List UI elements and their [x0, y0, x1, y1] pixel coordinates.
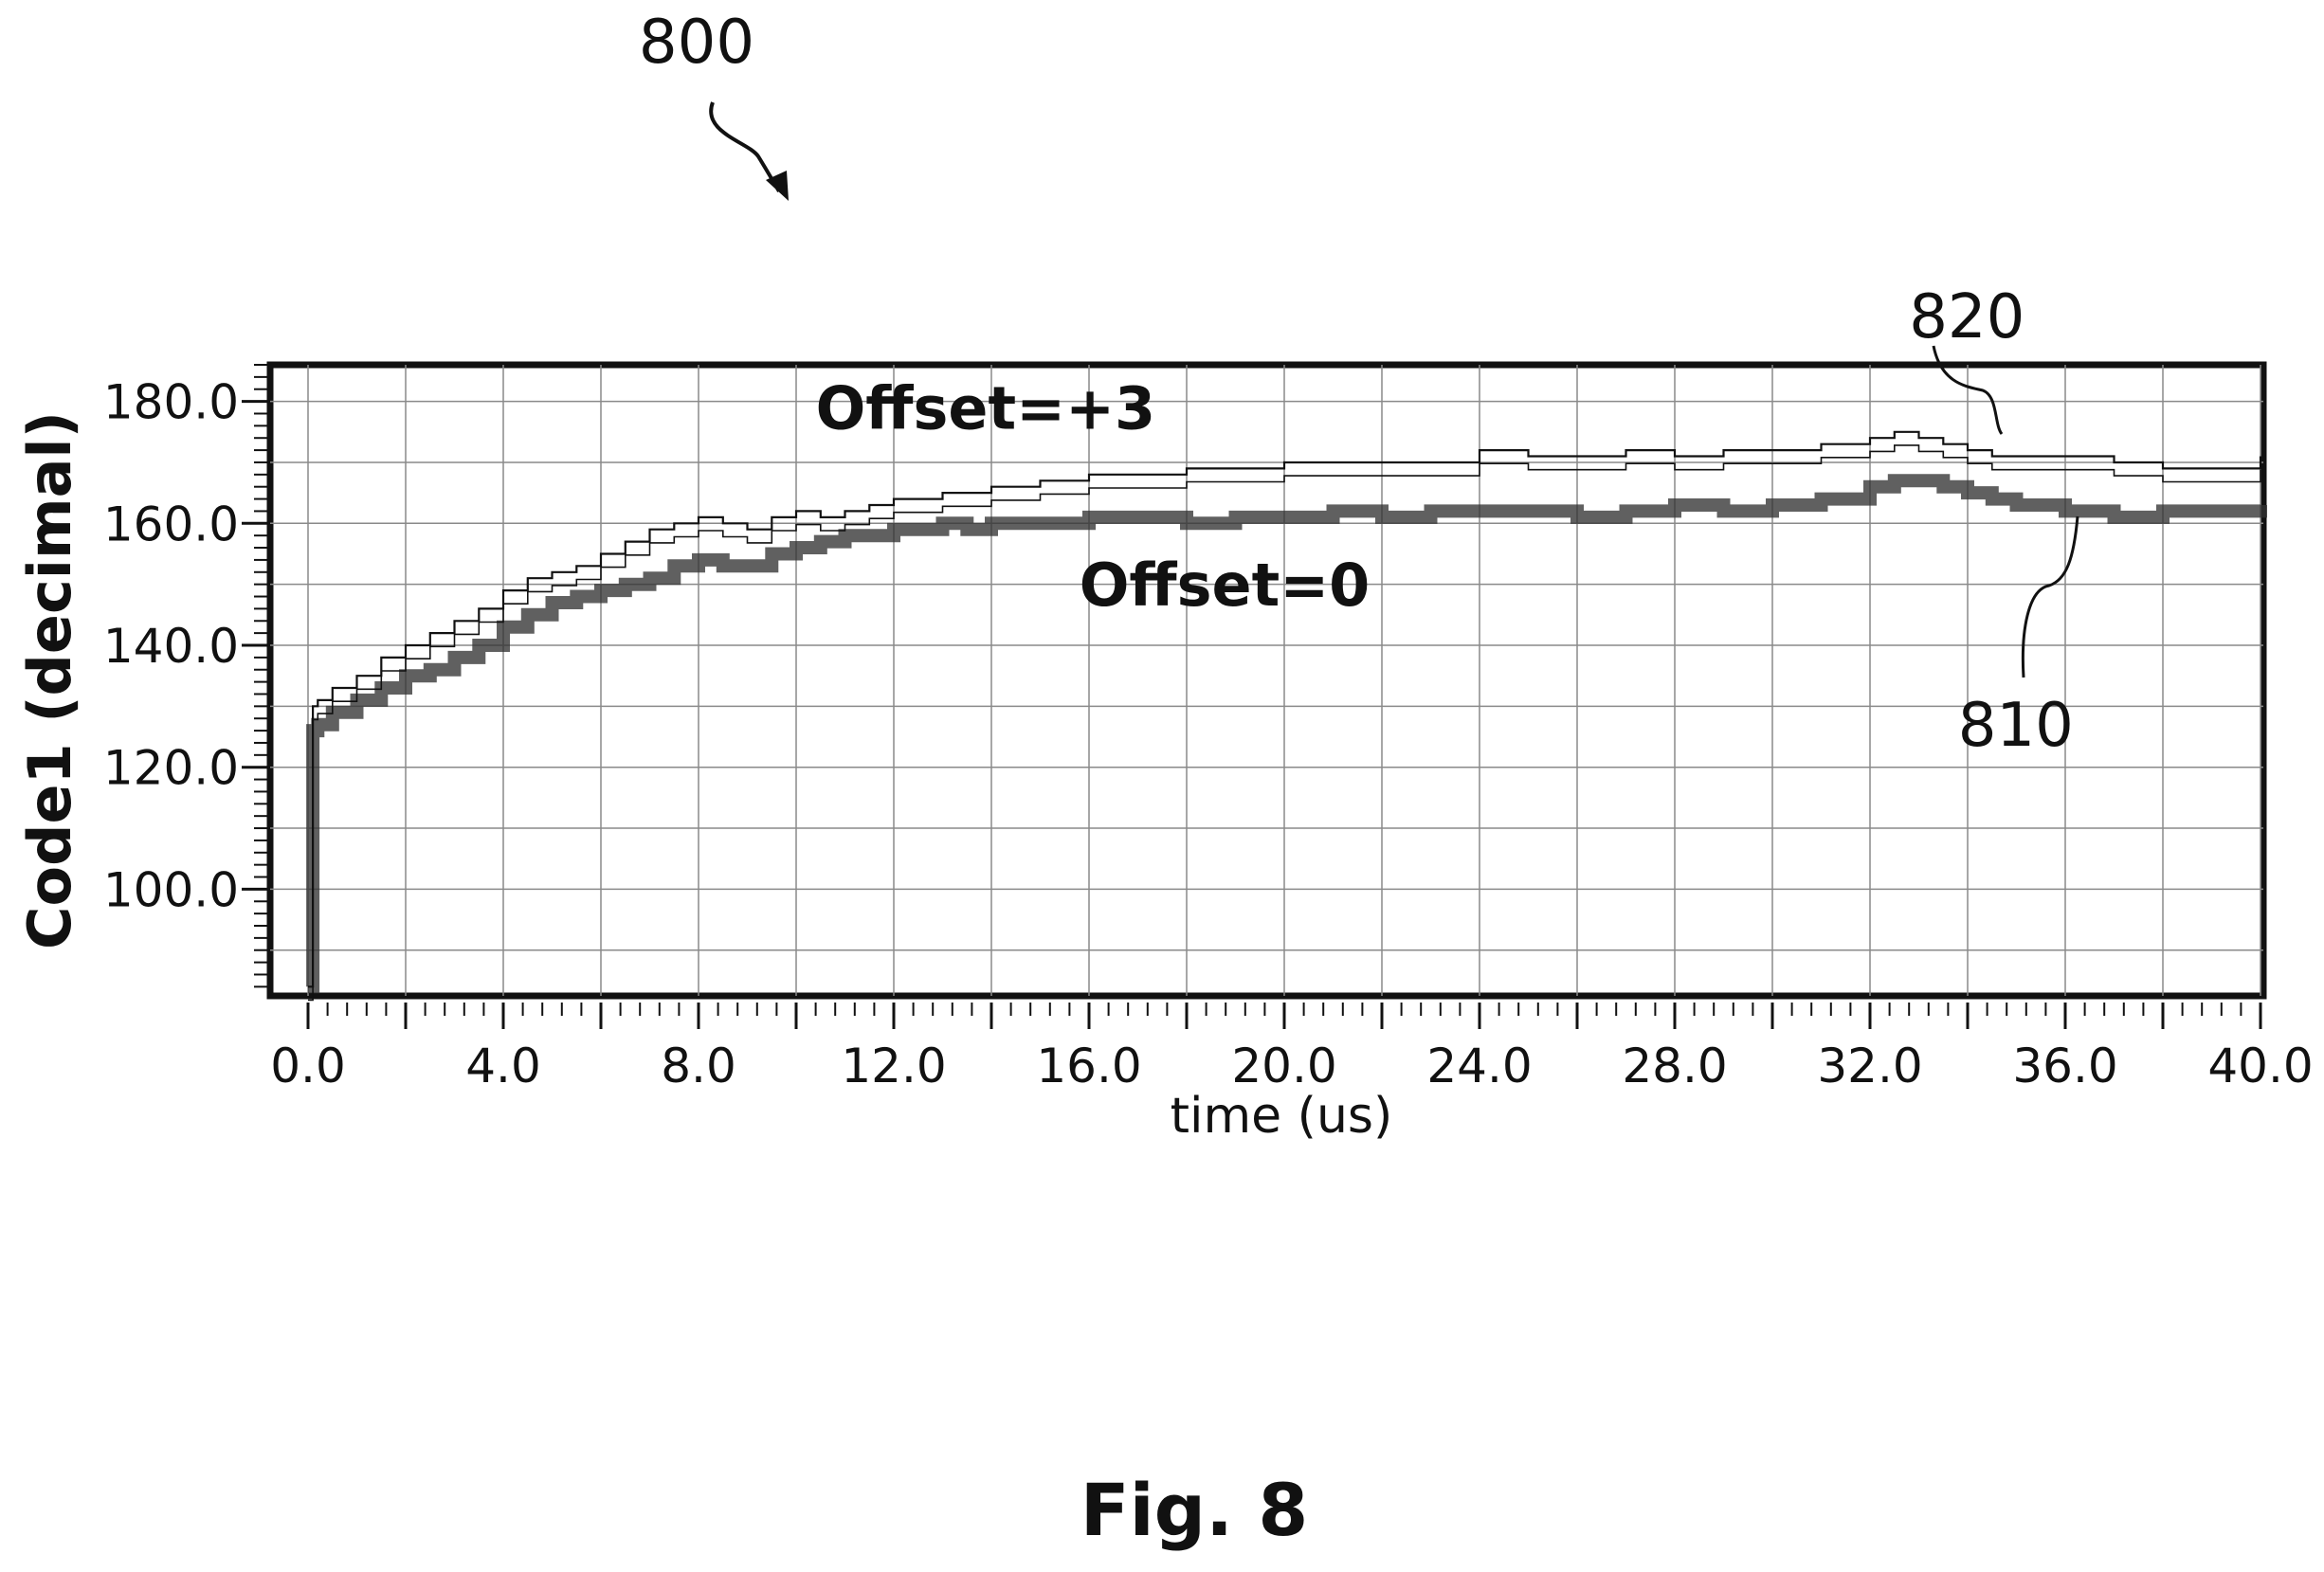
x-tick-label: 24.0 [1426, 1039, 1532, 1093]
annotation-820: 820 [1909, 282, 2024, 352]
series-line-offset-plus-3-lower-edge [308, 444, 2261, 1002]
y-axis-label: Code1 (decimal) [15, 411, 84, 949]
reference-arrow-head [766, 171, 789, 201]
annotation-offset-3: Offset=+3 [816, 374, 1156, 443]
minor-ticks [242, 364, 2262, 1029]
y-tick-label: 160.0 [103, 497, 239, 551]
figure-reference-number: 800 [639, 8, 754, 78]
y-tick-label: 100.0 [103, 862, 239, 917]
grid-layer [270, 365, 2263, 996]
x-tick-label: 16.0 [1036, 1039, 1141, 1093]
x-tick-label: 36.0 [2012, 1039, 2117, 1093]
series-layer [306, 430, 2267, 1002]
x-tick-label: 20.0 [1231, 1039, 1336, 1093]
x-tick-label: 8.0 [661, 1039, 736, 1093]
y-tick-labels: 100.0 120.0 140.0 160.0 180.0 [103, 375, 239, 918]
x-tick-label: 28.0 [1622, 1039, 1727, 1093]
x-tick-label: 4.0 [465, 1039, 541, 1093]
leader-line-810 [2021, 515, 2079, 678]
reference-arrow [709, 101, 781, 193]
x-tick-label: 40.0 [2207, 1039, 2313, 1093]
annotation-layer: Offset=+3 Offset=0 820 810 [816, 282, 2074, 761]
y-tick-label: 180.0 [103, 375, 239, 430]
annotation-810: 810 [1958, 691, 2074, 761]
plot-frame [266, 361, 2267, 1000]
figure-caption: Fig. 8 [1080, 1468, 1309, 1552]
x-tick-label: 12.0 [841, 1039, 946, 1093]
leader-line-820 [1932, 345, 2004, 435]
x-tick-label: 0.0 [270, 1039, 346, 1093]
x-tick-label: 32.0 [1817, 1039, 1922, 1093]
series-line-offset-0 [306, 474, 2267, 994]
y-tick-label: 140.0 [103, 619, 239, 674]
series-line-offset-plus-3 [308, 430, 2262, 988]
annotation-offset-0: Offset=0 [1080, 551, 1371, 620]
x-tick-labels: 0.0 4.0 8.0 12.0 16.0 20.0 24.0 28.0 32.0 36.0 40.… [270, 1039, 2313, 1093]
x-axis-label: time (us) [1171, 1088, 1393, 1145]
y-tick-label: 120.0 [103, 741, 239, 796]
